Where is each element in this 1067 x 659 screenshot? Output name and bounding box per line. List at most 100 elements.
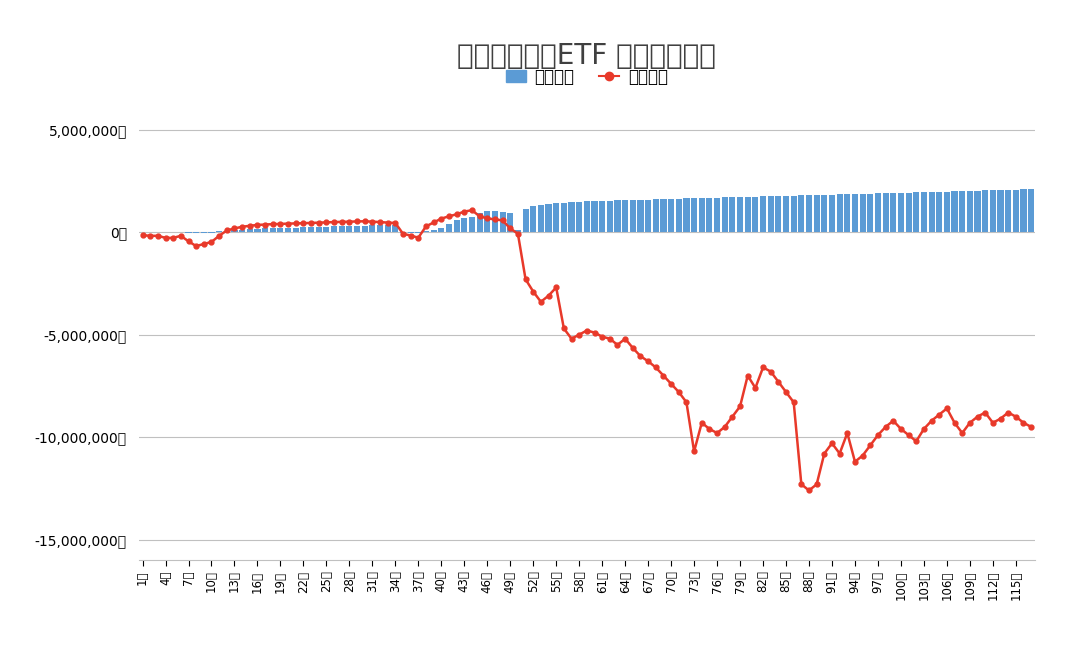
Bar (224, 231, 229, 232)
Bar (408, 232, 414, 233)
Title: トライオートETF 週別運用実績: トライオートETF 週別運用実績 (458, 42, 716, 70)
Bar (882, 193, 889, 232)
Bar (806, 195, 812, 232)
Bar (851, 194, 858, 232)
Bar (415, 232, 421, 233)
Bar (737, 197, 743, 232)
Bar (646, 200, 651, 232)
Bar (637, 200, 643, 232)
Bar (998, 190, 1004, 232)
Bar (362, 225, 368, 232)
Bar (990, 190, 996, 232)
Bar (730, 197, 735, 232)
Bar (683, 198, 689, 232)
Bar (1029, 189, 1034, 232)
Bar (890, 193, 896, 232)
Bar (1005, 190, 1012, 232)
Bar (967, 191, 973, 232)
Bar (530, 206, 537, 232)
Bar (844, 194, 850, 232)
Bar (492, 211, 498, 232)
Bar (461, 218, 467, 232)
Bar (446, 223, 452, 232)
Bar (262, 229, 268, 232)
Bar (423, 231, 429, 232)
Bar (484, 211, 491, 232)
Bar (959, 191, 966, 232)
Bar (837, 194, 843, 232)
Bar (431, 229, 436, 232)
Bar (285, 228, 291, 232)
Bar (354, 226, 360, 232)
Bar (384, 225, 391, 232)
Bar (270, 228, 276, 232)
Bar (691, 198, 697, 232)
Bar (928, 192, 935, 232)
Bar (323, 227, 330, 232)
Bar (668, 199, 674, 232)
Legend: 実現損益, 評価損益: 実現損益, 評価損益 (499, 61, 674, 92)
Bar (944, 192, 950, 232)
Bar (338, 226, 345, 232)
Bar (300, 227, 306, 232)
Bar (538, 206, 544, 232)
Bar (316, 227, 322, 232)
Bar (875, 193, 881, 232)
Bar (607, 200, 612, 232)
Bar (630, 200, 636, 232)
Bar (767, 196, 774, 232)
Bar (653, 199, 658, 232)
Bar (377, 225, 383, 232)
Bar (561, 202, 567, 232)
Bar (553, 204, 559, 232)
Bar (439, 227, 444, 232)
Bar (936, 192, 942, 232)
Bar (453, 220, 460, 232)
Bar (897, 192, 904, 232)
Bar (545, 204, 552, 232)
Bar (331, 227, 337, 232)
Bar (982, 190, 988, 232)
Bar (675, 199, 682, 232)
Bar (721, 198, 728, 232)
Bar (308, 227, 314, 232)
Bar (1020, 190, 1026, 232)
Bar (523, 208, 528, 232)
Bar (393, 225, 398, 232)
Bar (277, 228, 284, 232)
Bar (499, 212, 506, 232)
Bar (239, 230, 245, 232)
Bar (232, 230, 238, 232)
Bar (952, 191, 957, 232)
Bar (783, 196, 790, 232)
Bar (576, 202, 583, 232)
Bar (292, 227, 299, 232)
Bar (477, 213, 482, 232)
Bar (913, 192, 920, 232)
Bar (347, 226, 352, 232)
Bar (584, 202, 590, 232)
Bar (745, 197, 751, 232)
Bar (1013, 190, 1019, 232)
Bar (615, 200, 621, 232)
Bar (622, 200, 628, 232)
Bar (569, 202, 575, 232)
Bar (860, 194, 865, 232)
Bar (699, 198, 705, 232)
Bar (714, 198, 720, 232)
Bar (246, 229, 253, 232)
Bar (906, 192, 911, 232)
Bar (814, 195, 819, 232)
Bar (974, 190, 981, 232)
Bar (798, 196, 805, 232)
Bar (193, 232, 200, 233)
Bar (515, 231, 521, 232)
Bar (829, 194, 835, 232)
Bar (921, 192, 927, 232)
Bar (760, 196, 766, 232)
Bar (369, 225, 376, 232)
Bar (822, 195, 827, 232)
Bar (201, 232, 207, 233)
Bar (706, 198, 713, 232)
Bar (776, 196, 781, 232)
